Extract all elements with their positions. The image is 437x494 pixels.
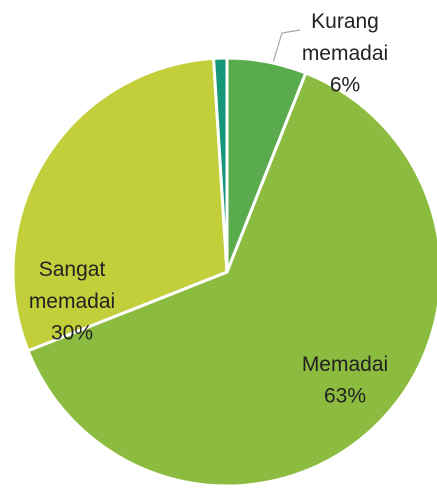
- pie-slice: [11, 56, 229, 353]
- pie-slice: [212, 56, 229, 274]
- leader-line: [271, 29, 301, 67]
- value-label: 6%: [330, 74, 360, 97]
- pie-slice: [26, 71, 437, 488]
- category-label: Memadai: [302, 353, 388, 376]
- value-label: 30%: [51, 322, 93, 345]
- category-label: Sangat memadai: [29, 258, 115, 313]
- category-label: Kurang memadai: [302, 10, 388, 65]
- value-label: 63%: [324, 385, 366, 408]
